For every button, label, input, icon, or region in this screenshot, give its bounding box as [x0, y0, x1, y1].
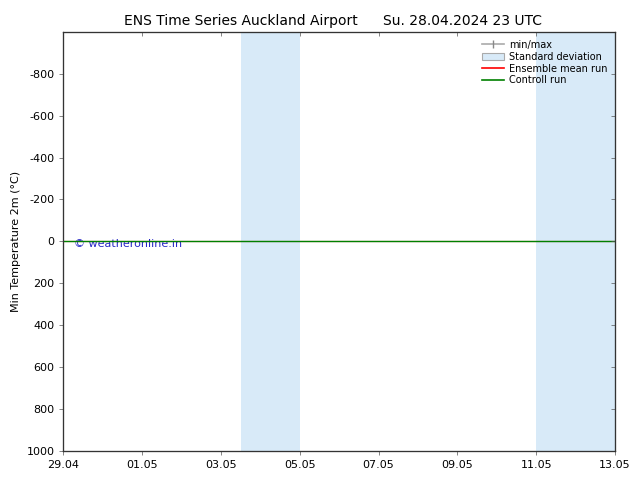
Text: © weatheronline.in: © weatheronline.in: [74, 239, 183, 249]
Bar: [241, 32, 300, 451]
Text: ENS Time Series Auckland Airport: ENS Time Series Auckland Airport: [124, 14, 358, 28]
Legend: min/max, Standard deviation, Ensemble mean run, Controll run: min/max, Standard deviation, Ensemble me…: [479, 37, 610, 88]
Text: Su. 28.04.2024 23 UTC: Su. 28.04.2024 23 UTC: [384, 14, 542, 28]
Bar: [536, 32, 615, 451]
Y-axis label: Min Temperature 2m (°C): Min Temperature 2m (°C): [11, 171, 21, 312]
